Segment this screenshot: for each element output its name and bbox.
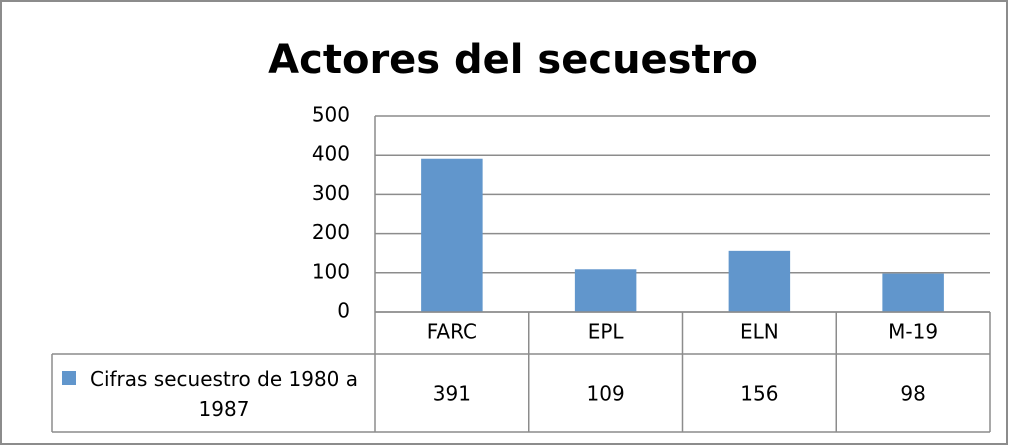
bar: [882, 273, 944, 312]
x-tick-label: FARC: [427, 320, 477, 344]
y-tick-label: 500: [312, 103, 350, 127]
y-tick-label: 400: [312, 142, 350, 166]
table-value: 391: [433, 382, 471, 406]
table-value: 109: [587, 382, 625, 406]
chart-title: Actores del secuestro: [268, 37, 758, 83]
legend-label: Cifras secuestro de 1980 a 1987: [89, 367, 359, 421]
bar: [728, 250, 791, 312]
table-value: 98: [900, 382, 925, 406]
bar: [574, 269, 637, 312]
y-tick-label: 0: [337, 299, 350, 323]
x-tick-label: M-19: [888, 320, 938, 344]
y-tick-label: 300: [312, 181, 350, 205]
bar: [421, 158, 483, 312]
y-tick-label: 200: [312, 220, 350, 244]
legend-marker: [62, 371, 76, 385]
x-tick-label: EPL: [588, 320, 625, 344]
table-value: 156: [740, 382, 778, 406]
x-tick-label: ELN: [740, 320, 779, 344]
y-tick-label: 100: [312, 259, 350, 283]
